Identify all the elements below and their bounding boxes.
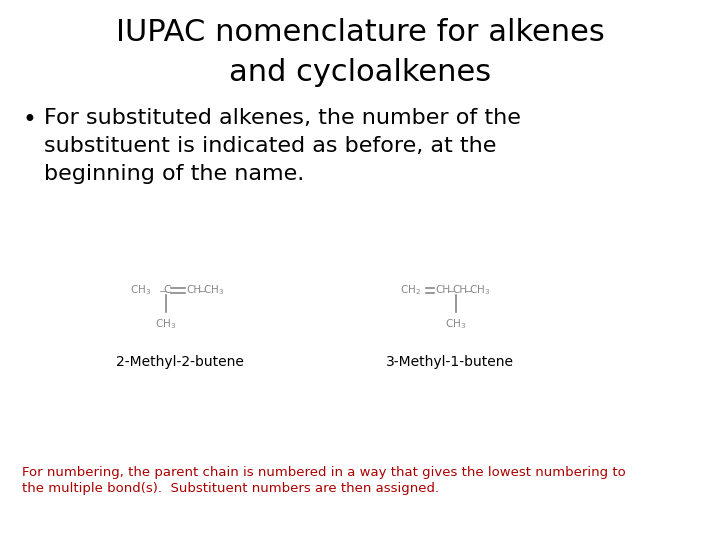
- Text: substituent is indicated as before, at the: substituent is indicated as before, at t…: [44, 136, 496, 156]
- Text: 2-Methyl-2-butene: 2-Methyl-2-butene: [116, 355, 244, 369]
- Text: For substituted alkenes, the number of the: For substituted alkenes, the number of t…: [44, 108, 521, 128]
- Text: $\mathregular{CH_3}$: $\mathregular{CH_3}$: [156, 317, 176, 331]
- Text: 3-Methyl-1-butene: 3-Methyl-1-butene: [386, 355, 514, 369]
- Text: CH: CH: [452, 285, 467, 295]
- Text: For numbering, the parent chain is numbered in a way that gives the lowest numbe: For numbering, the parent chain is numbe…: [22, 466, 626, 479]
- Text: $-$: $-$: [158, 285, 168, 295]
- Text: $\mathregular{CH_3}$: $\mathregular{CH_3}$: [446, 317, 467, 331]
- Text: C: C: [163, 285, 171, 295]
- Text: CH: CH: [186, 285, 201, 295]
- Text: $-$: $-$: [197, 285, 207, 295]
- Text: IUPAC nomenclature for alkenes: IUPAC nomenclature for alkenes: [116, 18, 604, 47]
- Text: $\mathregular{CH_3}$: $\mathregular{CH_3}$: [469, 283, 490, 297]
- Text: the multiple bond(s).  Substituent numbers are then assigned.: the multiple bond(s). Substituent number…: [22, 482, 439, 495]
- Text: CH: CH: [435, 285, 450, 295]
- Text: $\mathregular{CH_3}$: $\mathregular{CH_3}$: [203, 283, 224, 297]
- Text: and cycloalkenes: and cycloalkenes: [229, 58, 491, 87]
- Text: •: •: [22, 108, 36, 132]
- Text: $-$: $-$: [446, 285, 456, 295]
- Text: $\mathregular{CH_2}$: $\mathregular{CH_2}$: [400, 283, 421, 297]
- Text: $\mathregular{CH_3}$: $\mathregular{CH_3}$: [130, 283, 151, 297]
- Text: beginning of the name.: beginning of the name.: [44, 164, 305, 184]
- Text: $-$: $-$: [463, 285, 472, 295]
